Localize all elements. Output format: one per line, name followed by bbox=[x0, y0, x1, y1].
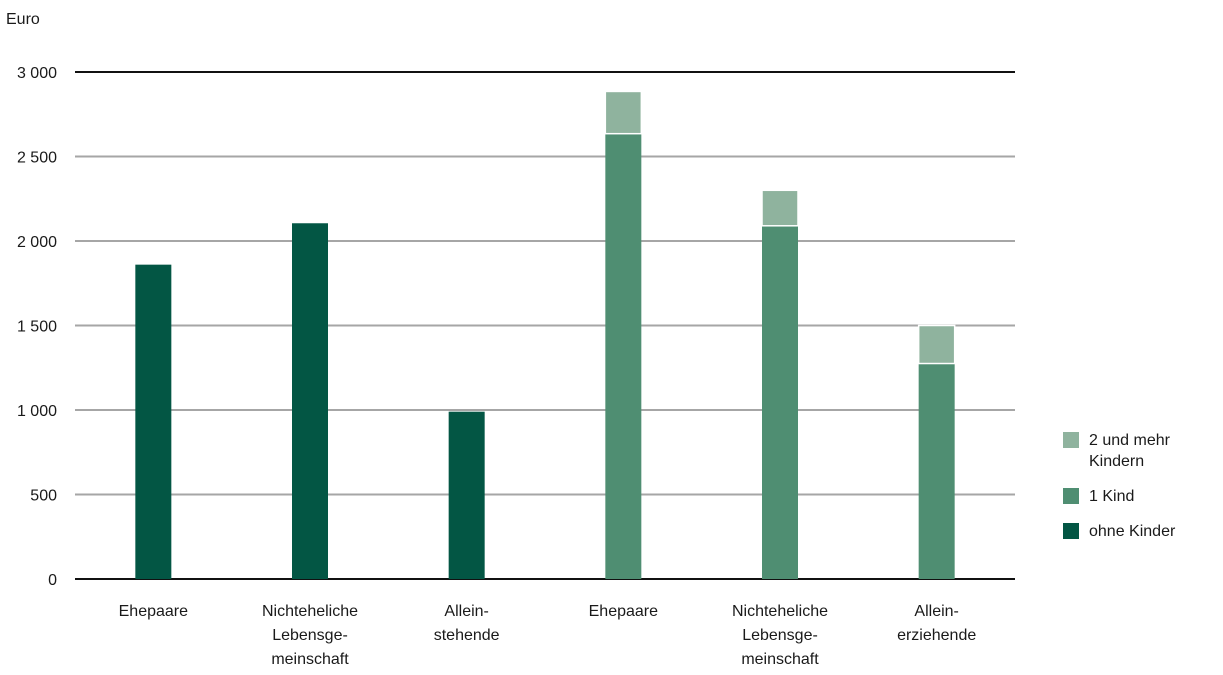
x-category-label-line: erziehende bbox=[897, 627, 976, 644]
legend-swatch bbox=[1063, 523, 1079, 539]
grid-lines bbox=[75, 71, 1015, 580]
x-category-label-line: Nichteheliche bbox=[732, 603, 828, 620]
bar-segment bbox=[762, 225, 798, 580]
y-tick-label: 2 000 bbox=[17, 234, 57, 251]
y-tick-label: 1 000 bbox=[17, 403, 57, 420]
bar-segment bbox=[292, 223, 328, 579]
y-tick-label: 2 500 bbox=[17, 150, 57, 167]
x-category-label: Allein-erziehende bbox=[897, 603, 976, 644]
legend-label: ohne Kinder bbox=[1089, 523, 1176, 540]
x-category-label: Nichteheliche Lebensge-meinschaft bbox=[732, 603, 828, 668]
x-category-label-line: Lebensge- bbox=[272, 627, 348, 644]
legend-item-one-child: 1 Kind bbox=[1063, 486, 1223, 507]
x-axis-labels: Ehepaare Nichteheliche Lebensge-meinschaft… bbox=[119, 603, 977, 668]
legend-label: 1 Kind bbox=[1089, 488, 1135, 505]
legend-label: 2 und mehr Kindern bbox=[1089, 432, 1170, 470]
x-category-label-line: Nichteheliche bbox=[262, 603, 358, 620]
bar-segment bbox=[135, 264, 172, 579]
legend-swatch bbox=[1063, 432, 1079, 448]
x-category-label-line: Allein- bbox=[444, 603, 488, 620]
x-category-label-line: Allein- bbox=[914, 603, 958, 620]
x-category-label-line: Lebensge- bbox=[742, 627, 818, 644]
x-category-label-line: stehende bbox=[434, 627, 500, 644]
y-tick-label: 500 bbox=[30, 488, 57, 505]
bar-segment bbox=[605, 133, 642, 579]
x-category-label: Allein-stehende bbox=[434, 603, 500, 644]
legend-item-without-children: ohne Kinder bbox=[1063, 521, 1223, 542]
x-category-label-line: meinschaft bbox=[271, 651, 349, 668]
x-category-label-line: meinschaft bbox=[741, 651, 819, 668]
bar-segment bbox=[448, 411, 485, 579]
bar-segment bbox=[917, 324, 956, 365]
y-tick-label: 0 bbox=[48, 572, 57, 589]
bars bbox=[135, 90, 956, 580]
bar-segment bbox=[761, 189, 799, 227]
x-category-label: Ehepaare bbox=[119, 603, 188, 620]
bar-segment bbox=[604, 90, 643, 135]
x-category-label: Ehepaare bbox=[589, 603, 658, 620]
bar-segment bbox=[918, 363, 955, 579]
legend-item-two-or-more-children: 2 und mehr Kindern bbox=[1063, 430, 1223, 472]
y-tick-label: 3 000 bbox=[17, 65, 57, 82]
y-axis-ticks: 0 500 1 000 1 500 2 000 2 500 3 000 bbox=[17, 65, 57, 589]
y-axis-unit-label: Euro bbox=[6, 11, 40, 28]
x-category-label: Nichteheliche Lebensge-meinschaft bbox=[262, 603, 358, 668]
legend-swatch bbox=[1063, 488, 1079, 504]
x-category-label-line: Ehepaare bbox=[119, 603, 188, 620]
y-tick-label: 1 500 bbox=[17, 319, 57, 336]
x-category-label-line: Ehepaare bbox=[589, 603, 658, 620]
legend: 2 und mehr Kindern 1 Kind ohne Kinder bbox=[1063, 430, 1223, 556]
